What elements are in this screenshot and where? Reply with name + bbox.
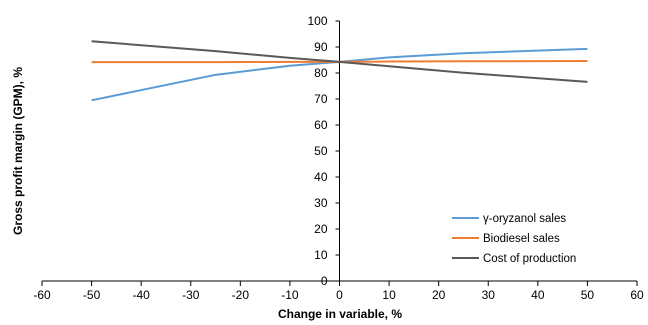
x-tick-label: 10 (382, 288, 396, 302)
legend-label: Cost of production (483, 253, 576, 265)
y-axis-title: Gross profit margin (GPM), % (11, 67, 25, 235)
x-tick-label: -40 (132, 288, 150, 302)
x-tick-label: 0 (336, 288, 343, 302)
y-tick-label: 0 (321, 274, 328, 288)
legend-label: γ-oryzanol sales (483, 213, 566, 225)
x-tick-label: -30 (182, 288, 200, 302)
y-tick-labels: 0 10 20 30 40 50 60 70 80 90 100 (307, 14, 327, 288)
x-tick-label: -60 (33, 288, 51, 302)
x-tick-label: 20 (432, 288, 446, 302)
x-tick-label: -50 (83, 288, 101, 302)
series-lines (91, 40, 588, 102)
x-tick-label: 40 (531, 288, 545, 302)
y-tick-label: 20 (314, 222, 328, 236)
y-tick-label: 100 (307, 14, 327, 28)
x-tick-label: 60 (630, 288, 644, 302)
y-tick-label: 90 (314, 40, 328, 54)
y-tick-label: 40 (314, 170, 328, 184)
y-tick-label: 60 (314, 118, 328, 132)
x-tick-label: -10 (281, 288, 299, 302)
x-tick-label: 50 (581, 288, 595, 302)
legend: γ-oryzanol sales Biodiesel sales Cost of p… (452, 213, 576, 265)
y-tick-label: 30 (314, 196, 328, 210)
series-line-cost-of-production (91, 40, 588, 83)
legend-label: Biodiesel sales (483, 233, 560, 245)
x-tick-label: -20 (232, 288, 250, 302)
x-axis-title: Change in variable, % (278, 307, 402, 321)
y-tick-label: 70 (314, 92, 328, 106)
y-tick-label: 50 (314, 144, 328, 158)
axes (41, 20, 638, 286)
x-tick-label: 30 (482, 288, 496, 302)
x-tick-labels: -60 -50 -40 -30 -20 -10 0 10 20 30 40 50 60 (33, 288, 644, 302)
y-tick-label: 80 (314, 66, 328, 80)
y-tick-label: 10 (314, 248, 328, 262)
